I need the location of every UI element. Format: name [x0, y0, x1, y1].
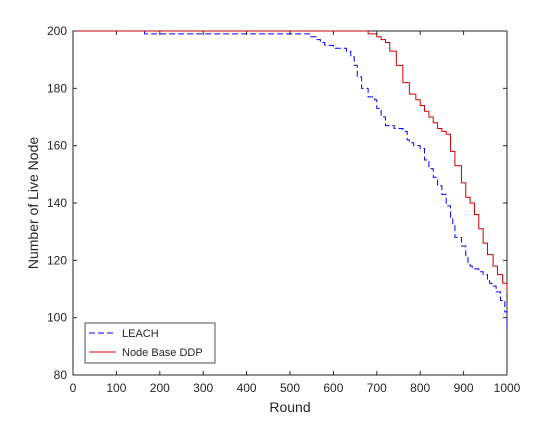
x-tick-label-7: 700 — [367, 381, 387, 395]
x-tick-label-2: 200 — [150, 381, 170, 395]
y-tick-label-6: 200 — [47, 24, 67, 38]
y-tick-label-5: 180 — [47, 81, 67, 95]
y-tick-label-2: 120 — [47, 253, 67, 267]
x-tick-label-8: 800 — [410, 381, 430, 395]
x-tick-label-3: 300 — [193, 381, 213, 395]
x-tick-label-9: 900 — [454, 381, 474, 395]
series-line-leach — [73, 30, 508, 330]
legend-box — [84, 322, 216, 364]
series-line-node-base-ddp — [73, 30, 508, 292]
y-tick-label-1: 100 — [47, 311, 67, 325]
y-tick-label-3: 140 — [47, 196, 67, 210]
y-tick-label-4: 160 — [47, 139, 67, 153]
x-tick-label-4: 400 — [237, 381, 257, 395]
plot-area — [72, 30, 508, 376]
x-tick-label-6: 600 — [323, 381, 343, 395]
legend: LEACH Node Base DDP — [84, 322, 216, 364]
x-tick-label-5: 500 — [280, 381, 300, 395]
tick-layer: 0 100 200 300 400 500 600 700 800 900 1000 80 100 120… — [47, 24, 521, 395]
legend-label-leach: LEACH — [122, 328, 159, 340]
x-axis-label: Round — [269, 399, 310, 415]
y-axis-label: Number of Live Node — [25, 137, 41, 270]
y-tick-label-0: 80 — [54, 368, 68, 382]
series-layer — [73, 30, 508, 330]
x-tick-label-1: 100 — [106, 381, 126, 395]
legend-label-node-base-ddp: Node Base DDP — [122, 347, 203, 359]
x-tick-label-10: 1000 — [494, 381, 521, 395]
x-tick-label-0: 0 — [70, 381, 77, 395]
